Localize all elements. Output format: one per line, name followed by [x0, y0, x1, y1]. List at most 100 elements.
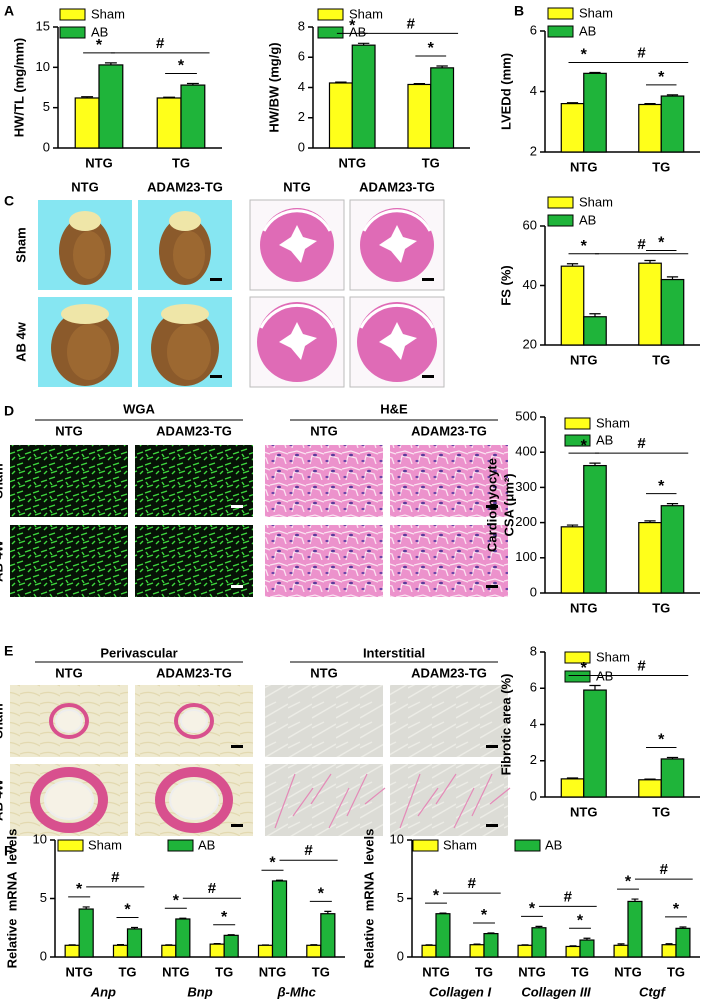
- error-bar: [666, 276, 679, 280]
- y-tick-label: 10: [33, 831, 47, 846]
- error-bar: [631, 898, 639, 902]
- x-tick-label: NTG: [570, 159, 597, 174]
- error-bar: [665, 943, 673, 945]
- significance-label: #: [564, 888, 573, 905]
- bar: [161, 944, 177, 958]
- legend-swatch: [547, 7, 574, 20]
- y-tick-label: 2: [530, 143, 537, 158]
- scale-bar: [231, 505, 243, 508]
- legend-swatch: [547, 214, 574, 227]
- fibrosis: [471, 773, 493, 817]
- significance-label: #: [637, 435, 646, 452]
- significance-label: *: [658, 478, 665, 495]
- tissue: [265, 445, 383, 517]
- significance-label: #: [208, 880, 217, 897]
- legend-swatch: [59, 26, 86, 39]
- legend-label: AB: [349, 24, 366, 39]
- significance-label: *: [124, 902, 131, 919]
- scale-bar: [231, 585, 243, 588]
- y-tick-label: 4: [530, 716, 537, 731]
- legend-label: Sham: [349, 6, 383, 21]
- y-axis-label: Relative mRNA levels: [4, 829, 19, 969]
- significance-label: #: [637, 658, 646, 675]
- bar: [660, 758, 685, 798]
- y-axis-label: HW/TL (mg/mm): [11, 38, 26, 137]
- significance-label: *: [173, 892, 180, 909]
- group-label: Collagen I: [429, 984, 492, 999]
- tissue: [10, 445, 128, 517]
- group-label: Bnp: [187, 984, 212, 999]
- y-tick-label: 20: [523, 336, 537, 351]
- error-bar: [679, 926, 687, 929]
- error-bar: [179, 917, 187, 919]
- bar-chart: 0 5 10 Relative mRNA levels Sham AB NTG TG NTG TG…: [361, 829, 700, 999]
- scale-bar: [486, 505, 498, 508]
- y-tick-label: 200: [515, 514, 537, 529]
- atria: [61, 304, 109, 324]
- x-tick-label: NTG: [85, 155, 112, 170]
- y-tick-label: 8: [298, 18, 305, 33]
- group-label: Collagen III: [521, 984, 591, 999]
- error-bar: [666, 756, 679, 759]
- significance-label: *: [658, 69, 665, 86]
- significance-label: #: [156, 35, 165, 52]
- y-tick-label: 4: [298, 79, 305, 94]
- rv: [362, 209, 432, 232]
- error-bar: [473, 943, 481, 945]
- vessel-fibrosis: [30, 767, 108, 833]
- bar: [560, 778, 585, 798]
- error-bar: [163, 96, 176, 98]
- significance-label: *: [581, 660, 588, 677]
- bar: [271, 880, 288, 958]
- group-label: Ctgf: [639, 984, 667, 999]
- bar: [531, 927, 547, 958]
- x-tick-label: NTG: [162, 964, 189, 979]
- vessel-lumen: [180, 709, 208, 733]
- x-tick-label: TG: [571, 964, 589, 979]
- column-label: NTG: [310, 665, 337, 680]
- y-tick-label: 100: [515, 549, 537, 564]
- error-bar: [81, 96, 94, 98]
- micrograph: [138, 200, 232, 290]
- micrograph: [265, 445, 383, 517]
- micrograph: [349, 199, 445, 291]
- lumen: [279, 322, 317, 360]
- y-tick-label: 400: [515, 444, 537, 459]
- error-bar: [213, 942, 221, 945]
- significance-label: #: [407, 15, 416, 32]
- micrograph: [135, 525, 253, 597]
- legend-swatch: [564, 651, 591, 664]
- heart-shade: [73, 231, 105, 279]
- bar: [320, 913, 336, 958]
- x-tick-label: TG: [475, 964, 493, 979]
- fibrosis: [417, 787, 439, 817]
- bar: [257, 944, 274, 958]
- micrograph: [390, 445, 508, 517]
- y-tick-label: 10: [36, 59, 50, 74]
- error-bar: [335, 81, 347, 83]
- micrograph: [135, 764, 253, 836]
- legend-swatch: [547, 25, 574, 38]
- significance-label: *: [349, 18, 356, 35]
- error-bar: [566, 777, 579, 779]
- error-bar: [227, 934, 235, 936]
- error-bar: [589, 71, 601, 74]
- column-label: ADAM23-TG: [147, 179, 223, 194]
- bar: [638, 262, 662, 346]
- bar: [156, 97, 182, 149]
- error-bar: [439, 912, 447, 914]
- bar-chart: 2 4 6 LVEDd (mm) Sham AB NTG TG * * #: [498, 5, 700, 174]
- scale-bar: [210, 278, 222, 281]
- scale-bar: [231, 745, 243, 748]
- significance-label: *: [96, 37, 103, 54]
- y-tick-label: 0: [530, 788, 537, 803]
- significance-label: *: [658, 235, 665, 252]
- lumen: [379, 322, 417, 360]
- bar-chart: 0 2 4 6 8 HW/BW (mg/g) Sham AB NTG TG * * #: [266, 6, 470, 170]
- legend-label: AB: [596, 432, 613, 447]
- error-bar: [535, 925, 543, 928]
- y-tick-label: 5: [43, 99, 50, 114]
- column-label: NTG: [55, 423, 82, 438]
- legend-label: AB: [579, 23, 596, 38]
